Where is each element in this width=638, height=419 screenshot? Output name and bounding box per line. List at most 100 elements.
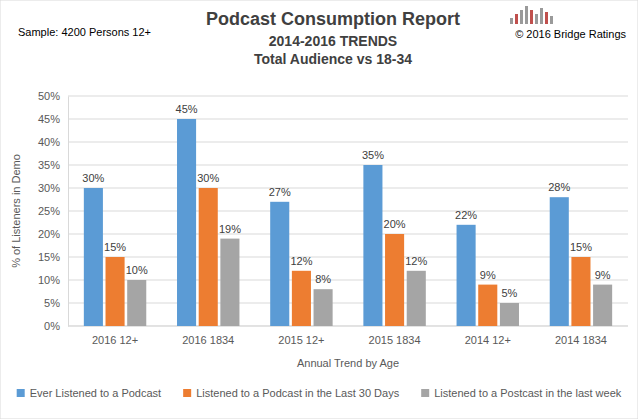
logo-bar [545, 12, 548, 24]
x-tick-label: 2015 1834 [369, 334, 421, 346]
data-label: 9% [480, 269, 496, 281]
annotation: © 2016 Bridge Ratings [515, 28, 626, 40]
y-tick: 15% [38, 251, 68, 263]
legend-swatch [421, 389, 429, 397]
data-label: 35% [362, 149, 384, 161]
data-label: 28% [548, 181, 570, 193]
grid-line [68, 188, 628, 189]
chart: Podcast Consumption Report 2014-2016 TREN… [0, 0, 638, 419]
logo-bar [550, 16, 553, 24]
logo-bar [540, 8, 543, 24]
y-tick-label: 30% [38, 182, 60, 194]
y-tick-label: 25% [38, 205, 60, 217]
legend-item: Ever Listened to a Podcast [17, 387, 161, 399]
x-axis: 2016 12+2016 18342015 12+2015 18342014 1… [68, 326, 628, 346]
y-tick-label: 0% [44, 320, 60, 332]
y-tick: 10% [38, 274, 68, 286]
y-tick: 20% [38, 228, 68, 240]
data-label: 8% [315, 273, 331, 285]
data-label: 5% [501, 287, 517, 299]
grid-line [68, 96, 628, 97]
title: Podcast Consumption Report [206, 9, 460, 29]
x-tick: 2014 12+ [465, 326, 511, 346]
y-tick-label: 50% [38, 90, 60, 102]
x-tick-label: 2016 1834 [182, 334, 234, 346]
bar [177, 119, 196, 326]
legend: Ever Listened to a Podcast Listened to a … [17, 387, 622, 399]
annotation: Sample: 4200 Persons 12+ [18, 26, 151, 38]
bar [270, 202, 289, 326]
data-label: 27% [269, 186, 291, 198]
y-tick: 40% [38, 136, 68, 148]
x-axis-title: Annual Trend by Age [297, 357, 399, 369]
data-label: 15% [570, 241, 592, 253]
data-label: 20% [384, 218, 406, 230]
grid-line [68, 303, 628, 304]
grid-line [68, 142, 628, 143]
grid-line [68, 257, 628, 258]
y-axis-line [68, 97, 69, 327]
bar [550, 197, 569, 326]
data-label: 19% [219, 223, 241, 235]
logo-bar [510, 18, 513, 24]
bar [84, 188, 103, 326]
grid-line [68, 119, 628, 120]
y-tick-label: 45% [38, 113, 60, 125]
data-label: 12% [290, 255, 312, 267]
logo [510, 6, 553, 24]
logo-bar [535, 14, 538, 24]
legend-item: Listened to a Postcast in the last week [421, 387, 622, 399]
x-tick: 2015 12+ [278, 326, 324, 346]
bar [571, 257, 590, 326]
y-tick-label: 15% [38, 251, 60, 263]
legend-label: Ever Listened to a Podcast [30, 387, 161, 399]
bar [292, 271, 311, 326]
bar [407, 271, 426, 326]
bar [593, 285, 612, 326]
y-tick-label: 20% [38, 228, 60, 240]
y-tick-label: 5% [44, 297, 60, 309]
bar [363, 165, 382, 326]
y-tick-label: 40% [38, 136, 60, 148]
y-tick: 50% [38, 90, 68, 102]
x-tick-label: 2014 12+ [465, 334, 511, 346]
bar [220, 239, 239, 326]
data-label: 9% [595, 269, 611, 281]
data-label: 30% [197, 172, 219, 184]
y-axis: 0% 5% 10% 15% 20% 25% 30% 35% 40% 45% 50% [38, 90, 69, 332]
y-tick-label: 10% [38, 274, 60, 286]
y-tick: 30% [38, 182, 68, 194]
legend-swatch [17, 389, 25, 397]
y-tick-label: 35% [38, 159, 60, 171]
subtitle: Total Audience vs 18-34 [254, 51, 412, 67]
bar [106, 257, 125, 326]
y-tick: 25% [38, 205, 68, 217]
y-tick: 45% [38, 113, 68, 125]
background [0, 0, 638, 419]
x-axis-line [68, 326, 628, 327]
legend-label: Listened to a Podcast in the Last 30 Day… [196, 387, 400, 399]
data-label: 15% [104, 241, 126, 253]
bar [127, 280, 146, 326]
grid-line [68, 211, 628, 212]
y-tick: 0% [44, 320, 68, 332]
data-label: 12% [405, 255, 427, 267]
data-label: 30% [82, 172, 104, 184]
x-tick-label: 2015 12+ [278, 334, 324, 346]
logo-bar [530, 10, 533, 24]
bar [199, 188, 218, 326]
x-tick: 2016 1834 [182, 326, 234, 346]
legend-item: Listened to a Podcast in the Last 30 Day… [183, 387, 400, 399]
legend-label: Listened to a Postcast in the last week [434, 387, 622, 399]
y-tick: 5% [44, 297, 68, 309]
logo-bar [515, 14, 518, 24]
subtitle: 2014-2016 TRENDS [269, 33, 397, 49]
grid-line [68, 165, 628, 166]
x-tick-label: 2014 1834 [555, 334, 607, 346]
grid [68, 96, 628, 326]
bar [500, 303, 519, 326]
bar [385, 234, 404, 326]
x-tick: 2015 1834 [369, 326, 421, 346]
logo-bar [520, 10, 523, 24]
legend-swatch [183, 389, 191, 397]
